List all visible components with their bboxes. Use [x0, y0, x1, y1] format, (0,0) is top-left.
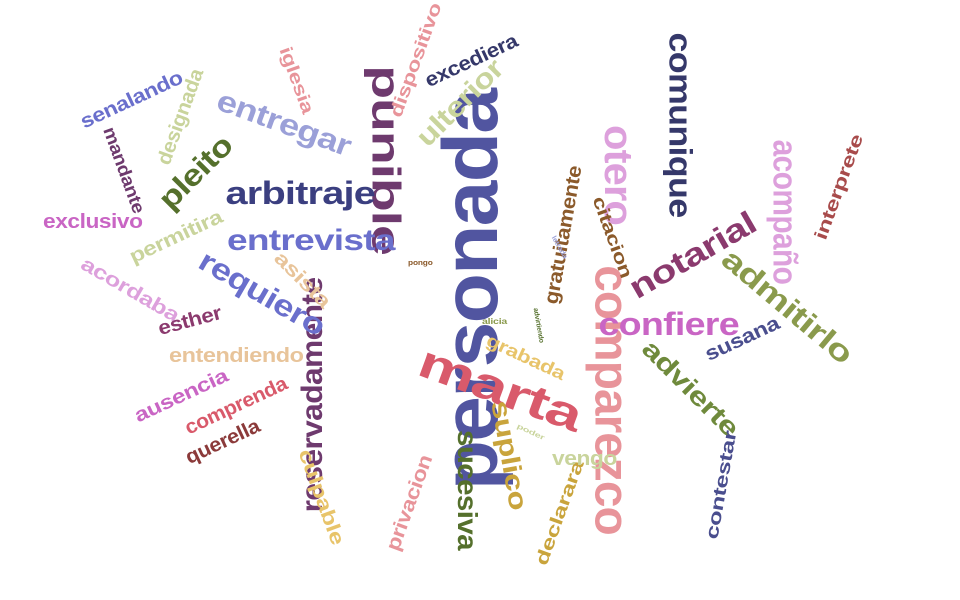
word-exclusivo: exclusivo [43, 211, 143, 233]
word-alicia: alicia [481, 317, 507, 326]
word-vengo: vengo [551, 448, 617, 470]
word-comunique: comunique [661, 32, 698, 218]
word-entrevista: entrevista [227, 224, 395, 257]
word-pongo: pongo [407, 259, 433, 267]
word-acompano: acompaño [764, 139, 803, 285]
word-privacion: privacion [381, 452, 437, 554]
word-sucesiva: sucesiva [451, 430, 483, 550]
word-arbitraje: arbitraje [225, 175, 375, 211]
word-interprete: interprete [809, 131, 867, 243]
word-mandante: mandante [99, 124, 149, 216]
word-contestar: contestar [701, 429, 741, 541]
word-entendiendo: entendiendo [168, 345, 304, 367]
word-gratuitamente: gratuitamente [540, 164, 587, 306]
word-declarara: declarara [530, 457, 588, 569]
word-confiere: confiere [597, 306, 739, 342]
word-advirtiendo: advirtiendo [531, 307, 545, 343]
